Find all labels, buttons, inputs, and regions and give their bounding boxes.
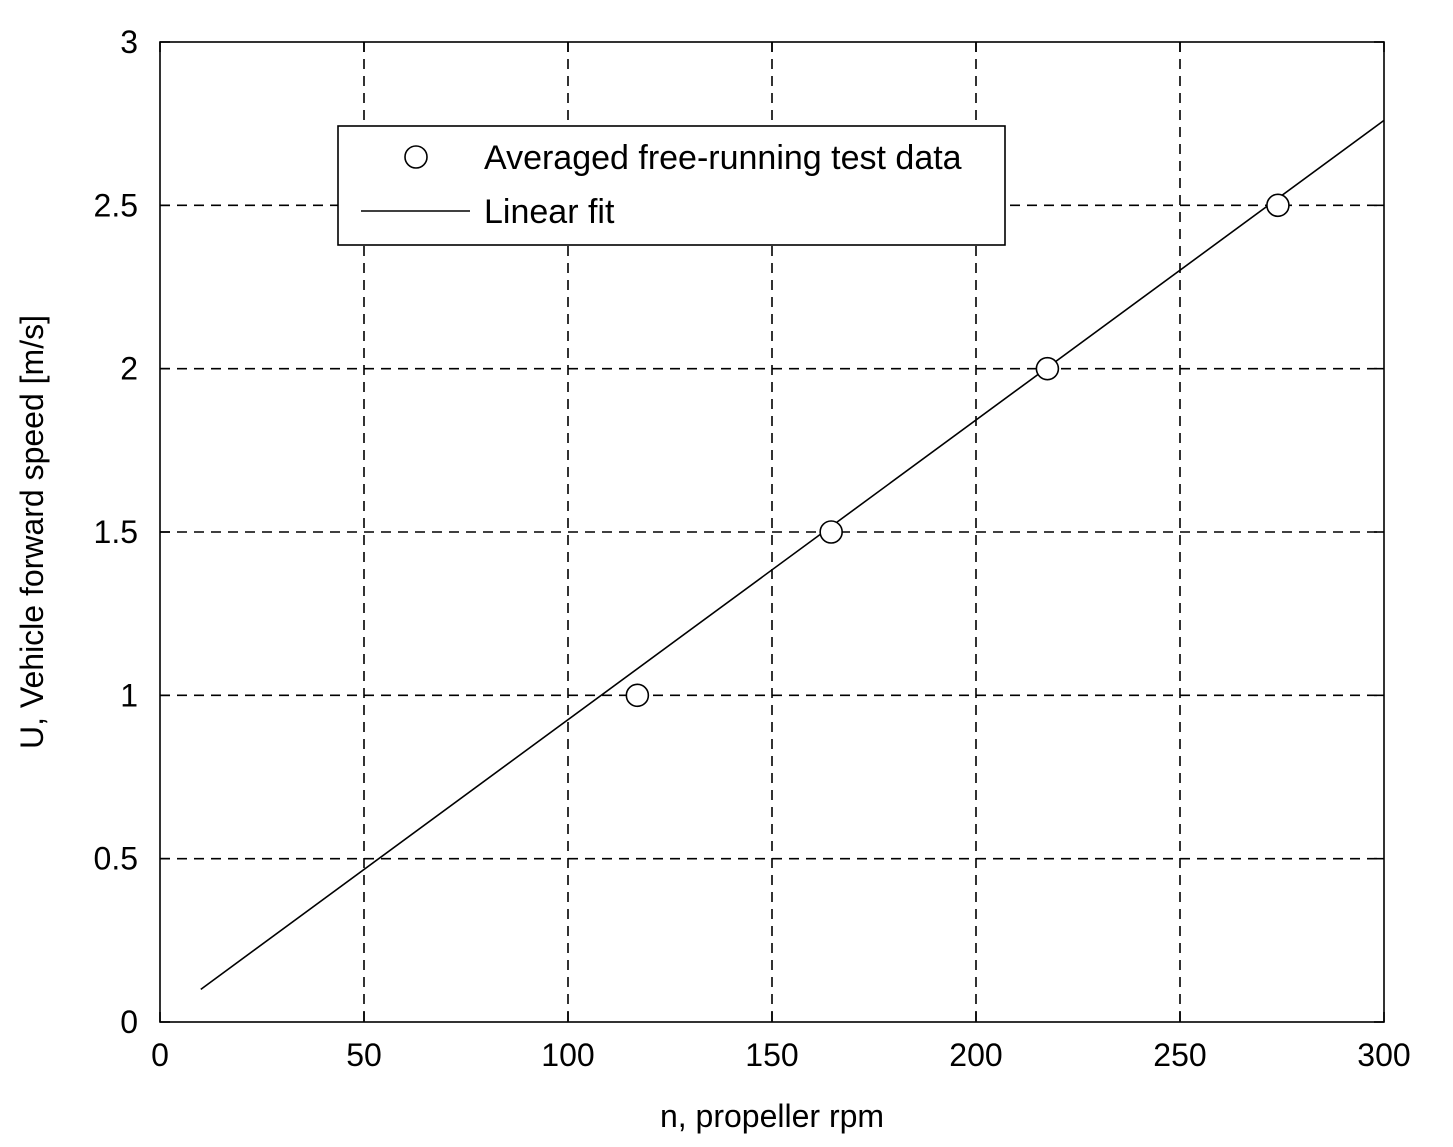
- data-point-marker: [1035, 356, 1060, 381]
- x-tick-label: 250: [1153, 1037, 1206, 1073]
- x-axis-label: n, propeller rpm: [660, 1098, 884, 1134]
- linear-fit-series: [200, 119, 1385, 990]
- x-axis-tick-labels: 0 50 100 150 200 250 300: [151, 1037, 1411, 1073]
- x-tick-label: 0: [151, 1037, 169, 1073]
- y-tick-label: 2: [120, 351, 138, 387]
- x-tick-label: 200: [949, 1037, 1002, 1073]
- legend-entry-test-data: Averaged free-running test data: [484, 139, 962, 177]
- y-tick-label: 1.5: [94, 514, 138, 550]
- data-point-marker: [625, 683, 650, 708]
- y-axis-label: U, Vehicle forward speed [m/s]: [14, 315, 50, 749]
- legend-box: [337, 125, 1006, 246]
- y-axis-tick-labels: 0 0.5 1 1.5 2 2.5 3: [94, 24, 138, 1040]
- x-tick-label: 100: [541, 1037, 594, 1073]
- y-tick-label: 2.5: [94, 187, 138, 223]
- x-tick-label: 150: [745, 1037, 798, 1073]
- x-tick-label: 300: [1357, 1037, 1410, 1073]
- x-tick-label: 50: [346, 1037, 382, 1073]
- y-tick-label: 3: [120, 24, 138, 60]
- y-tick-label: 1: [120, 677, 138, 713]
- legend-marker-icon: [404, 145, 428, 169]
- axis-ticks: [159, 41, 1385, 1023]
- y-tick-label: 0.5: [94, 841, 138, 877]
- y-tick-label: 0: [120, 1004, 138, 1040]
- data-point-marker: [819, 520, 843, 544]
- data-point-marker: [1266, 193, 1290, 218]
- test-data-series: [625, 193, 1290, 708]
- legend-entry-linear-fit: Linear fit: [484, 193, 615, 231]
- linear-fit-line: [200, 119, 1385, 990]
- legend: Averaged free-running test data Linear f…: [337, 125, 1006, 246]
